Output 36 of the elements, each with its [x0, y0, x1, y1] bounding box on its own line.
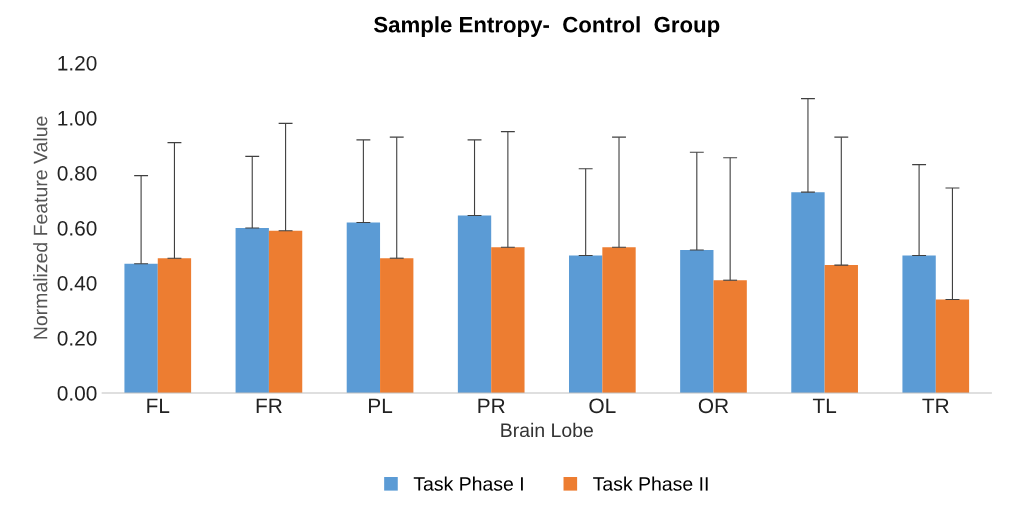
bar	[157, 258, 192, 393]
bar	[680, 249, 714, 393]
y-tick-label: 1.20	[58, 55, 97, 71]
bar	[713, 280, 747, 393]
bar	[235, 227, 269, 393]
x-tick-label: FR	[256, 398, 282, 413]
legend-label: Task Phase II	[593, 476, 708, 491]
x-tick-label: PL	[369, 398, 393, 413]
bar	[569, 255, 603, 393]
y-axis-title: Normalized Feature Value	[33, 116, 48, 339]
y-tick-label: 0.60	[57, 220, 97, 236]
bar	[791, 192, 825, 393]
bar	[935, 299, 970, 393]
bar	[602, 247, 636, 393]
bar	[124, 263, 158, 393]
x-axis-title: Brain Lobe	[501, 422, 593, 438]
bar	[491, 247, 525, 393]
bar	[268, 230, 303, 393]
bar	[380, 258, 414, 393]
bar	[824, 265, 858, 393]
y-tick-label: 0.20	[57, 330, 97, 346]
y-tick-label: 0.40	[57, 275, 97, 291]
bar	[457, 215, 492, 393]
x-tick-label: PR	[478, 398, 505, 413]
legend-label: Task Phase I	[413, 476, 523, 491]
x-tick-label: OR	[698, 398, 729, 414]
x-tick-label: FL	[147, 398, 170, 413]
chart-title: Sample Entropy- Control Group	[373, 16, 720, 37]
x-tick-label: TL	[812, 398, 837, 413]
y-tick-label: 0.00	[57, 386, 97, 401]
bar	[346, 222, 381, 393]
y-tick-label: 0.80	[57, 165, 97, 181]
bar	[902, 255, 936, 393]
y-tick-label: 1.00	[58, 110, 97, 126]
x-tick-label: OL	[589, 398, 616, 414]
x-tick-label: TR	[922, 398, 949, 413]
